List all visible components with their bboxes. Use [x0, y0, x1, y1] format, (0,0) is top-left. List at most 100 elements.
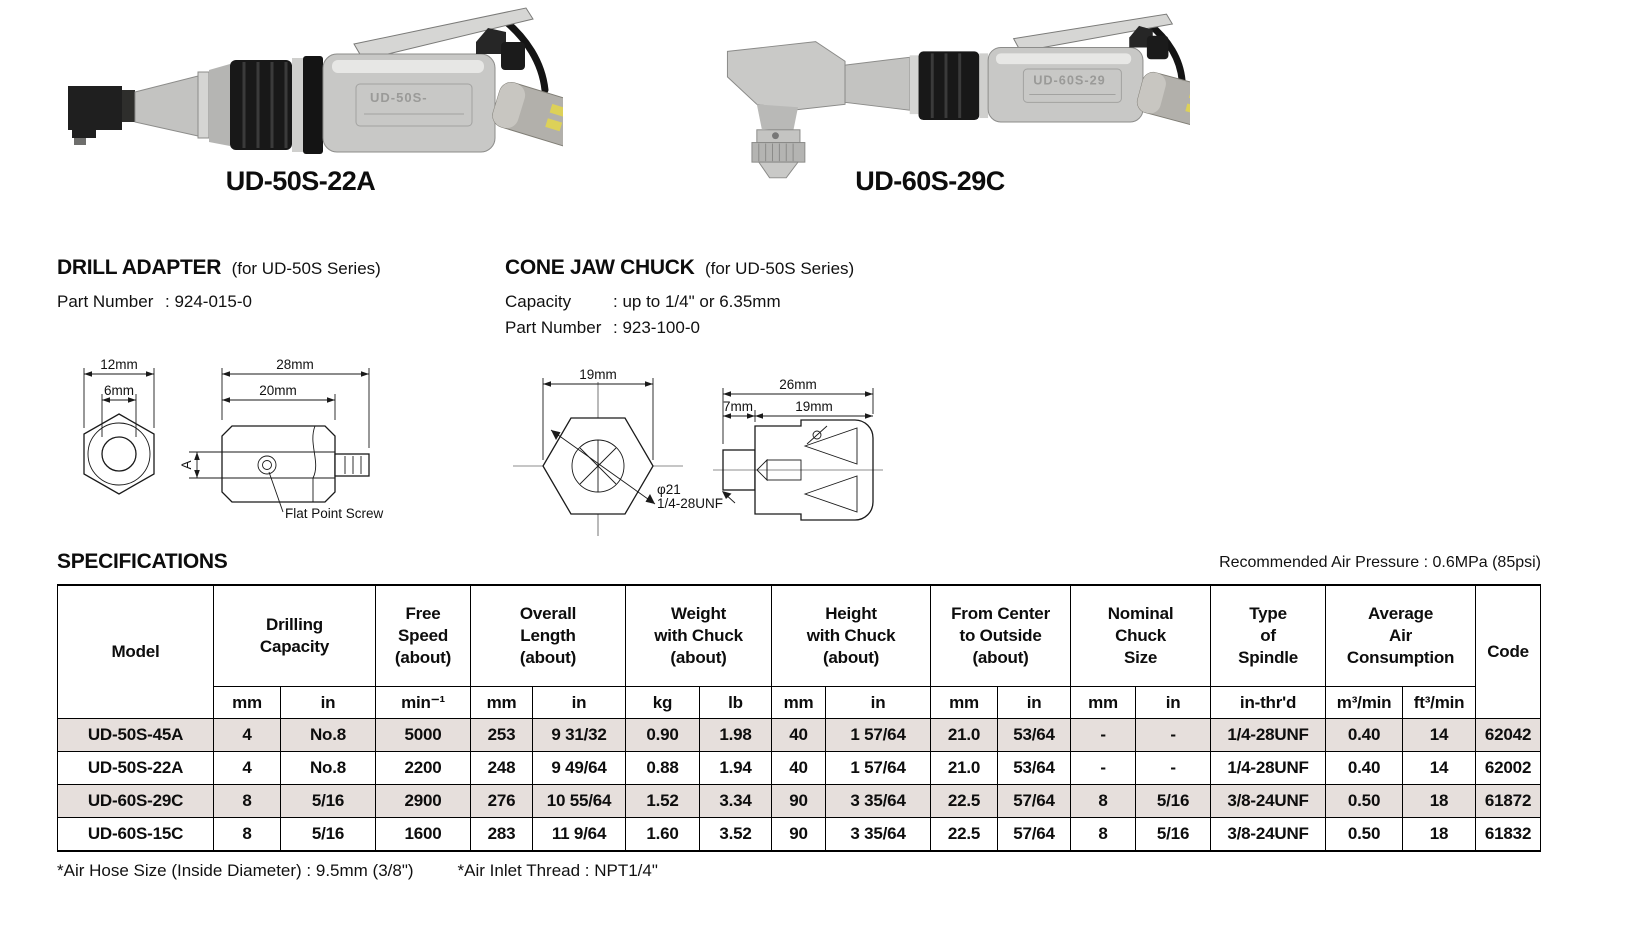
- exhaust-bushing: [492, 82, 563, 148]
- unit-header: mm: [771, 686, 827, 719]
- spec-value-cell: 1600: [375, 817, 472, 852]
- axis-dim-label: A: [179, 460, 194, 469]
- product-photo-ud-60s-29c: UD-60S-29: [726, 13, 1190, 179]
- spec-value-cell: 18: [1402, 784, 1477, 818]
- specifications-table: Model Drilling Capacity Free Speed (abou…: [57, 584, 1542, 852]
- unit-header: kg: [625, 686, 701, 719]
- spec-value-cell: -: [1135, 751, 1212, 785]
- col-header-drilling-capacity: Drilling Capacity: [212, 584, 377, 687]
- spec-value-cell: 57/64: [997, 817, 1072, 852]
- spec-value-cell: 14: [1402, 751, 1477, 785]
- spec-group-header-row: Model Drilling Capacity Free Speed (abou…: [57, 584, 1542, 719]
- dim-side-stub-label: 7mm: [723, 399, 753, 414]
- unit-header: in: [532, 686, 627, 719]
- dim-side-body-label: 20mm: [259, 383, 297, 398]
- dim-front-width-label: 19mm: [579, 367, 617, 382]
- spec-value-cell: 9 49/64: [532, 751, 627, 785]
- col-header-air-consumption: Average Air Consumption: [1325, 584, 1477, 687]
- col-header-overall-length: Overall Length (about): [470, 584, 627, 687]
- tool-body: [322, 53, 496, 153]
- unit-header: mm: [213, 686, 281, 719]
- spec-value-cell: 0.50: [1325, 817, 1404, 852]
- angle-head: [68, 86, 122, 138]
- spec-units-row: mm in min⁻¹ mm in kg lb mm in mm in mm i…: [58, 686, 1541, 719]
- adapter-front-view: [83, 413, 155, 495]
- unit-header: in: [825, 686, 932, 719]
- spec-row: UD-60S-15C 8 5/16 1600 283 11 9/64 1.60 3.52 90 3…: [57, 817, 1542, 852]
- section-subtitle: (for UD-50S Series): [704, 259, 855, 278]
- air-pressure-note: Recommended Air Pressure : 0.6MPa (85psi…: [1219, 554, 1541, 571]
- spec-value-cell: 57/64: [997, 784, 1072, 818]
- unit-header: ft³/min: [1402, 686, 1477, 719]
- spec-value-cell: 5000: [375, 718, 472, 752]
- spec-value-cell: 9 31/32: [532, 718, 627, 752]
- spec-value-cell: 1 57/64: [825, 751, 932, 785]
- emboss-text: UD-50S-: [370, 90, 428, 105]
- spec-value-cell: -: [1135, 718, 1212, 752]
- chuck-side-view: [713, 419, 883, 521]
- col-header-weight: Weight with Chuck (about): [625, 584, 773, 687]
- spec-value-cell: 62002: [1475, 751, 1542, 785]
- capacity-label: Capacity: [505, 292, 572, 311]
- spec-value-cell: 61872: [1475, 784, 1542, 818]
- spec-value-cell: 3/8-24UNF: [1210, 817, 1327, 852]
- spec-value-cell: 8: [213, 784, 281, 818]
- spec-value-cell: 276: [470, 784, 534, 818]
- air-hose-footnote: *Air Hose Size (Inside Diameter) : 9.5mm…: [57, 861, 414, 880]
- spec-value-cell: 1 57/64: [825, 718, 932, 752]
- unit-header: min⁻¹: [375, 686, 472, 719]
- chuck-front-view: [513, 382, 683, 536]
- product-label-ud-60s-29c: UD-60S-29C: [855, 166, 1005, 196]
- spec-value-cell: 3/8-24UNF: [1210, 784, 1327, 818]
- spec-value-cell: 90: [771, 817, 827, 852]
- specifications-title: SPECIFICATIONS: [57, 550, 228, 573]
- cone-jaw-chuck-drawing: 19mm φ21 26mm: [513, 367, 883, 536]
- unit-header: in-thr'd: [1210, 686, 1327, 719]
- part-number-line: Part Number: 924-015-0: [57, 289, 497, 315]
- col-header-spindle-type: Type of Spindle: [1210, 584, 1327, 687]
- spec-value-cell: 3 35/64: [825, 784, 932, 818]
- spec-value-cell: 5/16: [279, 817, 377, 852]
- section-title: CONE JAW CHUCK: [505, 256, 695, 279]
- spec-footnotes: *Air Hose Size (Inside Diameter) : 9.5mm…: [57, 861, 1541, 881]
- specifications-heading-row: SPECIFICATIONS Recommended Air Pressure …: [57, 550, 1541, 574]
- part-number-label: Part Number: [505, 318, 602, 337]
- dim-side-total-label: 28mm: [276, 357, 314, 372]
- part-number-value: : 924-015-0: [165, 292, 252, 311]
- unit-header: m³/min: [1325, 686, 1404, 719]
- spec-value-cell: 22.5: [930, 817, 999, 852]
- spec-value-cell: 1/4-28UNF: [1210, 718, 1327, 752]
- spec-value-cell: 1.94: [699, 751, 773, 785]
- unit-header: mm: [1070, 686, 1137, 719]
- drill-adapter-heading: DRILL ADAPTER (for UD-50S Series): [57, 256, 497, 280]
- spec-value-cell: No.8: [279, 718, 377, 752]
- dim-front-bore-label: 6mm: [104, 383, 134, 398]
- cone-jaw-chuck-section: CONE JAW CHUCK (for UD-50S Series) Capac…: [505, 256, 945, 536]
- spec-value-cell: 90: [771, 784, 827, 818]
- spec-value-cell: 18: [1402, 817, 1477, 852]
- spec-value-cell: 61832: [1475, 817, 1542, 852]
- unit-header: mm: [930, 686, 999, 719]
- spec-model-cell: UD-50S-45A: [57, 718, 214, 752]
- spec-value-cell: -: [1070, 751, 1137, 785]
- dim-side-total-label: 26mm: [779, 377, 817, 392]
- spec-value-cell: 11 9/64: [532, 817, 627, 852]
- spec-value-cell: 40: [771, 718, 827, 752]
- spec-value-cell: -: [1070, 718, 1137, 752]
- spec-row: UD-50S-45A 4 No.8 5000 253 9 31/32 0.90 1.98 40 1…: [57, 718, 1542, 752]
- spec-value-cell: 21.0: [930, 751, 999, 785]
- spec-value-cell: 248: [470, 751, 534, 785]
- spec-value-cell: 1/4-28UNF: [1210, 751, 1327, 785]
- unit-header: mm: [470, 686, 534, 719]
- spec-value-cell: 283: [470, 817, 534, 852]
- thread-callout: 1/4-28UNF: [657, 496, 723, 511]
- spec-value-cell: 0.40: [1325, 751, 1404, 785]
- drill-chuck: [751, 142, 806, 163]
- drill-adapter-section: DRILL ADAPTER (for UD-50S Series) Part N…: [57, 256, 497, 526]
- spec-value-cell: 0.50: [1325, 784, 1404, 818]
- diameter-label: φ21: [657, 482, 681, 497]
- spec-row: UD-60S-29C 8 5/16 2900 276 10 55/64 1.52 3.34 90…: [57, 784, 1542, 818]
- angle-head: [726, 41, 846, 111]
- spec-value-cell: 5/16: [1135, 784, 1212, 818]
